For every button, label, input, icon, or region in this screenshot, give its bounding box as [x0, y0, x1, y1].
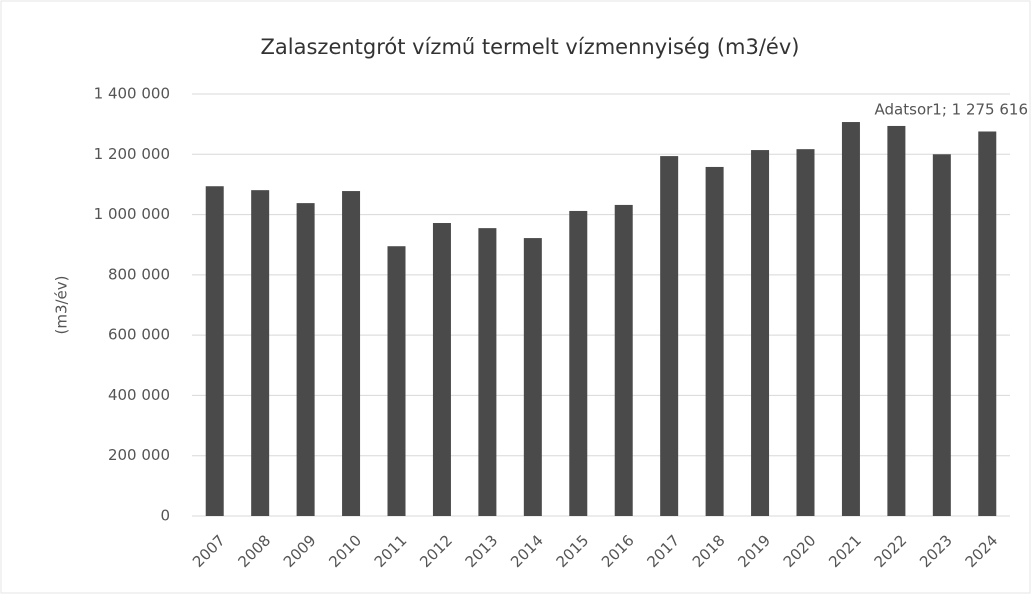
y-tick-label: 400 000 — [108, 386, 170, 404]
bar — [932, 154, 951, 517]
bar — [841, 122, 860, 516]
y-tick-label: 800 000 — [108, 265, 170, 283]
bar — [569, 210, 588, 516]
bar — [296, 203, 315, 517]
y-tick-label: 1 000 000 — [94, 205, 170, 223]
bar — [796, 149, 815, 516]
chart-title: Zalaszentgrót vízmű termelt vízmennyiség… — [261, 35, 800, 59]
y-tick-label: 200 000 — [108, 446, 170, 464]
y-tick-label: 1 400 000 — [94, 85, 170, 103]
y-axis-label: (m3/év) — [53, 275, 71, 334]
bar — [751, 150, 770, 516]
bar — [251, 190, 270, 517]
bar — [978, 131, 997, 516]
bar — [614, 204, 633, 516]
bar — [432, 223, 451, 517]
y-tick-label: 0 — [160, 507, 170, 525]
bar — [205, 186, 224, 517]
bar — [478, 228, 497, 516]
y-tick-label: 1 200 000 — [94, 145, 170, 163]
bar — [387, 246, 406, 516]
bar — [705, 166, 724, 516]
bar — [887, 125, 906, 517]
bar — [523, 238, 542, 516]
bar — [342, 191, 361, 516]
data-label: Adatsor1; 1 275 616 — [875, 101, 1028, 119]
y-tick-label: 600 000 — [108, 326, 170, 344]
bar — [660, 156, 679, 516]
